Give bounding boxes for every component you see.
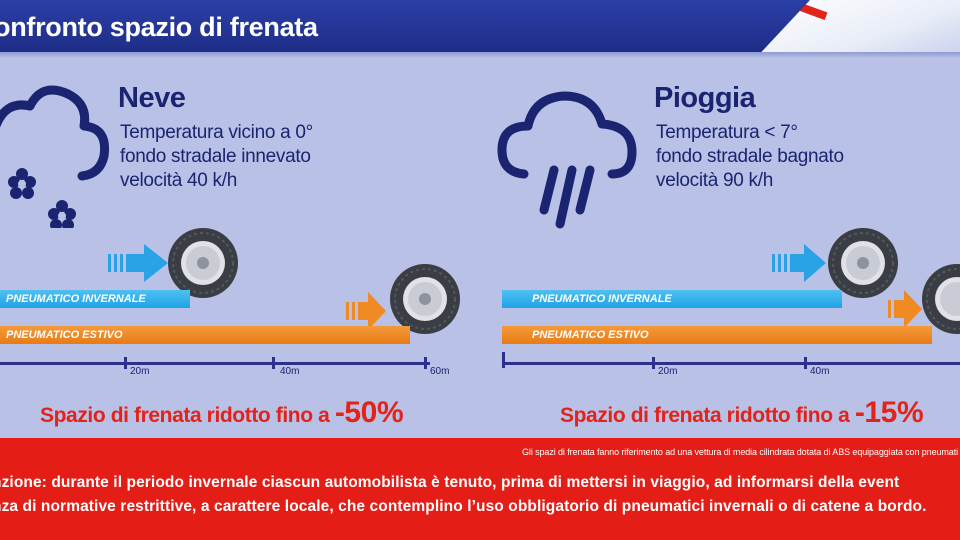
result-value: -15% [854,396,924,429]
axis-tick [804,357,807,369]
footer: Gli spazi di frenata fanno riferimento a… [0,438,960,540]
arrow-right-icon [888,290,922,328]
axis-tick [272,357,275,369]
rain-title: Pioggia [654,82,756,114]
axis-tick [652,357,655,369]
rain-result: Spazio di frenata ridotto fino a -15% [560,396,924,430]
header-bar [0,0,810,52]
snowflake-icon [48,200,76,228]
axis-tick [502,352,505,368]
header-shadow [0,52,960,58]
snow-cloud-icon [0,85,110,228]
rain-speed: velocità 90 k/h [656,170,773,191]
winter-tire-bar: PNEUMATICO INVERNALE [502,290,842,308]
summer-tire-bar: PNEUMATICO ESTIVO [502,326,932,344]
rain-road-surface: fondo stradale bagnato [656,146,844,167]
tick-label-20m: 20m [658,366,678,377]
footnote: Gli spazi di frenata fanno riferimento a… [522,447,958,457]
tire-icon [390,264,460,334]
tire-icon [828,228,898,298]
tire-icon [168,228,238,298]
snow-speed: velocità 40 k/h [120,170,237,191]
winter-tire-bar: PNEUMATICO INVERNALE [0,290,190,308]
arrow-right-icon [772,244,826,282]
axis-tick [124,357,127,369]
tire-icon [922,264,960,334]
rain-panel: Pioggia Temperatura < 7° fondo stradale … [480,58,960,438]
summer-tire-bar: PNEUMATICO ESTIVO [0,326,410,344]
arrow-right-icon [108,244,168,282]
distance-axis [502,362,960,365]
arrow-right-icon [346,292,386,330]
axis-tick [424,357,427,369]
rain-temperature: Temperatura < 7° [656,122,798,143]
warning-line: nzione: durante il periodo invernale cia… [0,474,900,491]
header: onfronto spazio di frenata [0,0,960,58]
page-title: onfronto spazio di frenata [0,12,318,42]
snow-result: Spazio di frenata ridotto fino a -50% [40,396,404,430]
snow-temperature: Temperatura vicino a 0° [120,122,313,143]
tick-label-20m: 20m [130,366,150,377]
result-text: Spazio di frenata ridotto fino a [560,404,855,427]
tick-label-40m: 40m [810,366,830,377]
distance-axis [0,362,430,365]
tick-label-40m: 40m [280,366,300,377]
snow-panel: Neve Temperatura vicino a 0° fondo strad… [0,58,480,438]
rain-cloud-icon [497,91,637,229]
snow-title: Neve [118,82,186,114]
tick-label-60m: 60m [430,366,450,377]
snow-road-surface: fondo stradale innevato [120,146,311,167]
result-value: -50% [334,396,404,429]
warning-line: nza di normative restrittive, a caratter… [0,498,927,515]
snowflake-icon [8,168,36,199]
result-text: Spazio di frenata ridotto fino a [40,404,335,427]
